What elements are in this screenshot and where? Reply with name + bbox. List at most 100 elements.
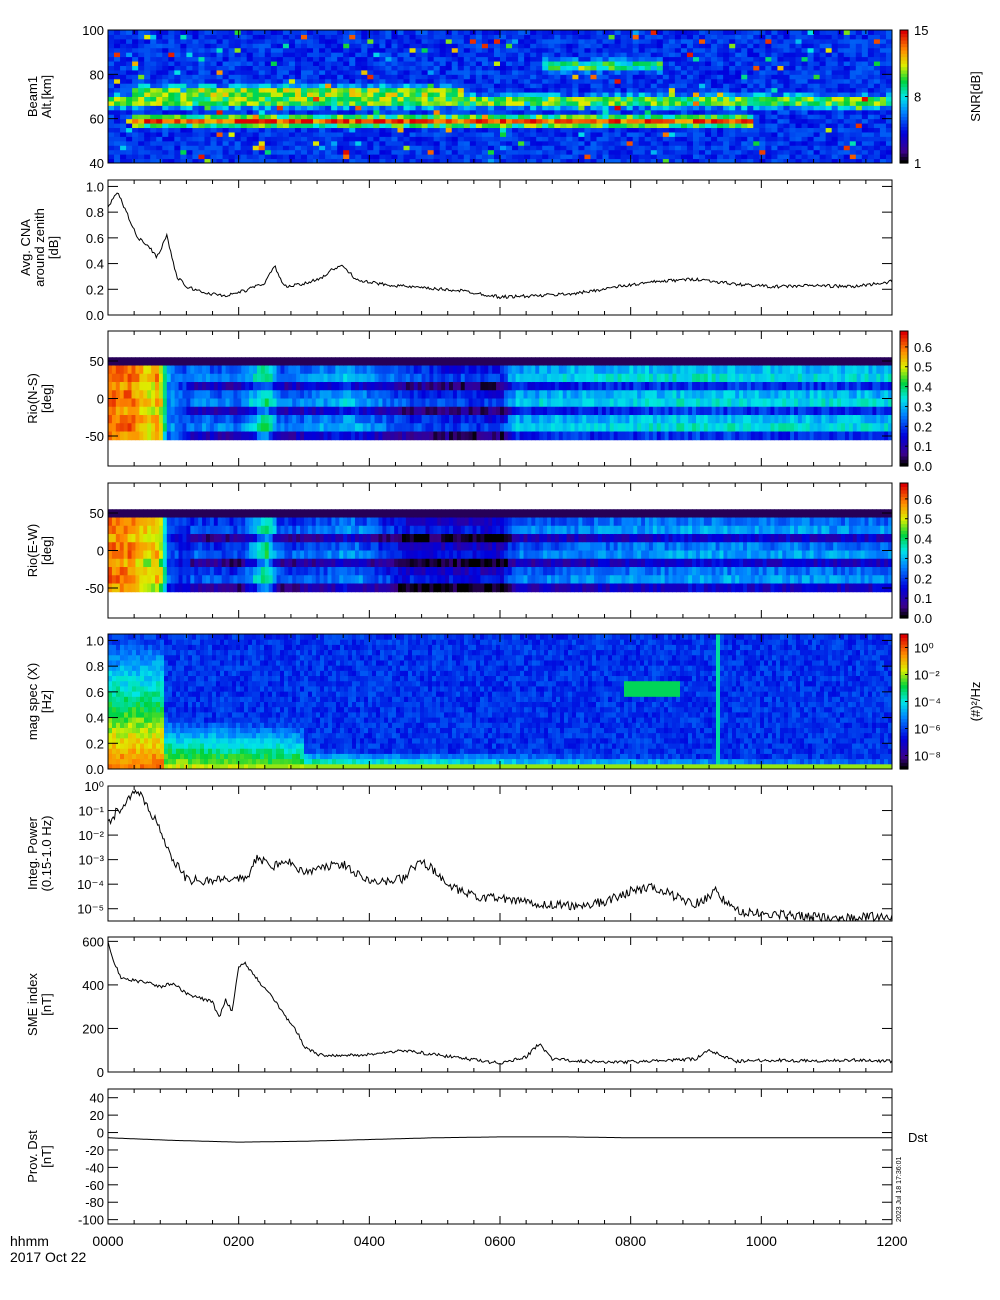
colorbar-cell xyxy=(900,694,908,699)
colorbar-cell xyxy=(900,153,908,157)
colorbar-cell xyxy=(900,129,908,134)
panel-6: 10⁻⁵ 10⁻⁴ 10⁻³ 10⁻² 10⁻¹ 10⁰ Integ. Power (0.15… xyxy=(25,779,893,923)
colorbar-tick-label: 0.2 xyxy=(914,571,932,586)
colorbar-cell xyxy=(900,119,908,124)
y-tick-label: 50 xyxy=(90,506,104,521)
colorbar-cell xyxy=(900,611,908,616)
panel-3: -50 0 50 Rio(N-S) [deg] 0.0 0.1 0.2 0.3 0.4 0.5 0.6 xyxy=(25,330,932,474)
heatmap-cells xyxy=(108,30,893,164)
y-tick-label: 600 xyxy=(82,934,104,949)
colorbar-cell xyxy=(900,371,908,376)
x-tick-label: 0000 xyxy=(92,1233,123,1249)
colorbar-cell xyxy=(900,66,908,71)
panel-2: 0.0 0.2 0.4 0.6 0.8 1.0 Avg. CNA around zenith[… xyxy=(18,179,893,323)
x-tick-label: 0200 xyxy=(223,1233,254,1249)
colorbar-cell xyxy=(900,83,908,88)
colorbar-cell xyxy=(900,607,908,612)
panel-frame xyxy=(107,936,893,1073)
colorbar-cell xyxy=(900,49,908,54)
colorbar-cell xyxy=(900,654,908,659)
colorbar-cell xyxy=(900,506,908,511)
heatmap-cells xyxy=(108,634,893,770)
panel-5: 0.0 0.2 0.4 0.6 0.8 1.0 mag spec (X) [Hz] 10⁻⁸ 10… xyxy=(25,633,983,777)
panel-frame xyxy=(107,785,893,922)
colorbar-cell xyxy=(900,408,908,413)
colorbar-cell xyxy=(900,146,908,151)
colorbar-cell xyxy=(900,533,908,538)
colorbar-cell xyxy=(900,762,908,767)
colorbar-cell xyxy=(900,89,908,94)
colorbar-tick-label: 0.5 xyxy=(914,360,932,375)
colorbar-cell xyxy=(900,385,908,389)
y-tick-label: 1.0 xyxy=(86,179,104,194)
y-tick-label: 20 xyxy=(90,1108,104,1123)
y-axis-label: Rio(N-S) xyxy=(25,373,40,424)
colorbar-cell xyxy=(900,93,908,98)
y-tick-label: 0 xyxy=(97,1126,104,1141)
colorbar-cell xyxy=(900,439,908,443)
y-axis-label: Prov. Dst xyxy=(25,1130,40,1183)
colorbar-cell xyxy=(900,334,908,339)
y-tick-label: 200 xyxy=(82,1021,104,1036)
colorbar-cell xyxy=(900,344,908,349)
y-tick-label: 400 xyxy=(82,978,104,993)
y-tick-label: 60 xyxy=(90,112,104,127)
y-axis-label: [nT] xyxy=(39,1145,54,1167)
y-tick-label: 50 xyxy=(90,354,104,369)
colorbar-cell xyxy=(900,435,908,440)
colorbar-cell xyxy=(900,594,908,599)
colorbar-tick-label: 10⁰ xyxy=(914,641,934,656)
colorbar-cell xyxy=(900,496,908,501)
y-axis-label: [nT] xyxy=(39,993,54,1015)
colorbar-cell xyxy=(900,337,908,342)
y-tick-label: 0.0 xyxy=(86,762,104,777)
y-axis-label: [dB] xyxy=(46,236,61,259)
colorbar-cell xyxy=(900,701,908,706)
y-tick-label: -20 xyxy=(85,1143,104,1158)
panel-frame xyxy=(107,179,893,316)
colorbar-cell xyxy=(900,547,908,552)
colorbar-tick-label: 10⁻⁸ xyxy=(914,749,941,764)
y-tick-label: 40 xyxy=(90,156,104,171)
colorbar-cell xyxy=(900,374,908,379)
colorbar-cell xyxy=(900,591,908,595)
colorbar-cell xyxy=(900,526,908,531)
colorbar-cell xyxy=(900,584,908,589)
colorbar-cell xyxy=(900,564,908,568)
y-tick-label: 80 xyxy=(90,67,104,82)
colorbar-cell xyxy=(900,718,908,723)
y-tick-label: -40 xyxy=(85,1160,104,1175)
colorbar-cell xyxy=(900,661,908,665)
colorbar-cell xyxy=(900,354,908,359)
y-axis-label: SME index xyxy=(25,973,40,1036)
colorbar-cell xyxy=(900,395,908,400)
colorbar-cell xyxy=(900,721,908,726)
colorbar-cell xyxy=(900,510,908,514)
y-tick-label: 0.2 xyxy=(86,282,104,297)
colorbar-cell xyxy=(900,614,908,619)
y-tick-label: 10⁻³ xyxy=(78,853,104,868)
panel-7: 0 200 400 600 SME index [nT] xyxy=(25,934,893,1080)
y-axis-label: mag spec (X) xyxy=(25,663,40,740)
colorbar-cell xyxy=(900,46,908,51)
colorbar-cell xyxy=(900,725,908,730)
colorbar-cell xyxy=(900,368,908,373)
colorbar-cell xyxy=(900,681,908,686)
y-tick-label: -100 xyxy=(78,1213,104,1228)
y-tick-label: 0 xyxy=(97,544,104,559)
x-axis-date-label: 2017 Oct 22 xyxy=(10,1249,86,1265)
colorbar-cell xyxy=(900,455,908,460)
colorbar-cell xyxy=(900,106,908,111)
colorbar-cell xyxy=(900,580,908,585)
colorbar-cell xyxy=(900,677,908,682)
x-tick-label: 1000 xyxy=(746,1233,777,1249)
y-axis-label: Rio(E-W) xyxy=(25,524,40,577)
y-tick-label: -60 xyxy=(85,1178,104,1193)
colorbar-cell xyxy=(900,412,908,416)
colorbar-cell xyxy=(900,587,908,592)
colorbar-cell xyxy=(900,560,908,565)
colorbar-cell xyxy=(900,43,908,48)
colorbar-cell xyxy=(900,63,908,68)
colorbar-tick-label: 0.1 xyxy=(914,439,932,454)
y-tick-label: 10⁻¹ xyxy=(78,804,104,819)
